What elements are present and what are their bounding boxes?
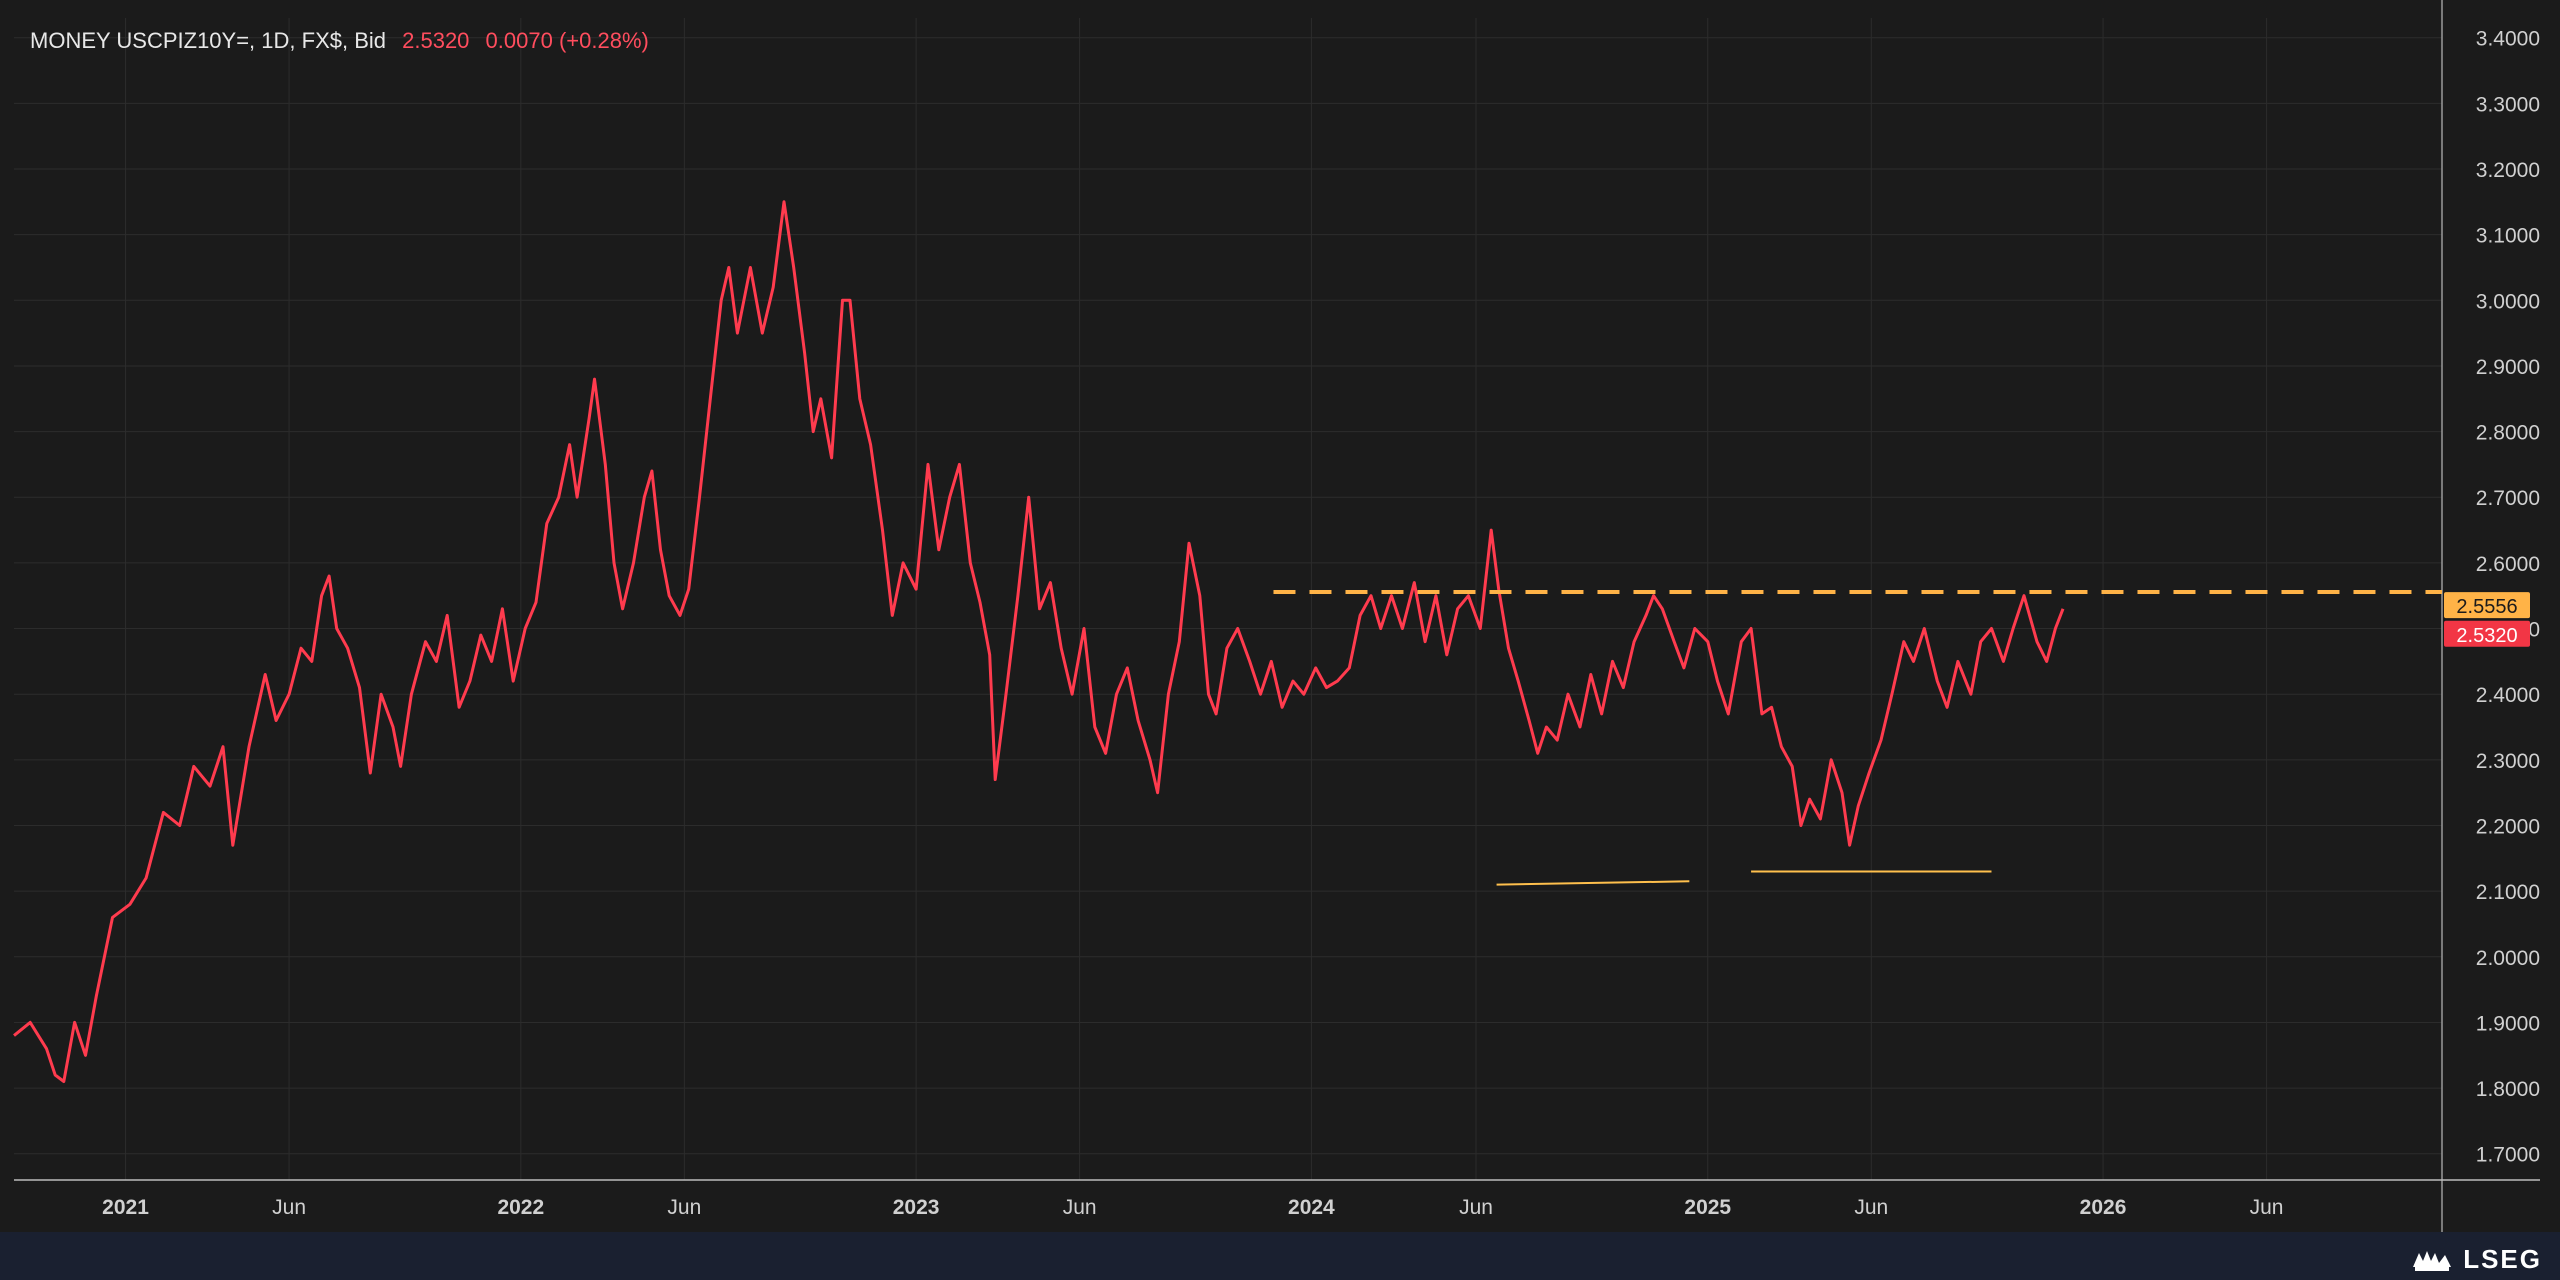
y-tick-label: 2.3000 <box>2476 750 2540 773</box>
grid <box>14 18 2442 1180</box>
y-tick-label: 2.0000 <box>2476 947 2540 970</box>
y-tick-label: 3.3000 <box>2476 93 2540 116</box>
brand-name: LSEG <box>2463 1244 2542 1274</box>
y-tick-label: 3.2000 <box>2476 159 2540 182</box>
y-tick-label: 1.8000 <box>2476 1078 2540 1101</box>
y-tick-label: 2.2000 <box>2476 815 2540 838</box>
y-tick-label: 3.1000 <box>2476 225 2540 248</box>
lseg-mark-icon <box>2413 1250 2452 1271</box>
x-tick-label: Jun <box>1854 1196 1888 1219</box>
bottom-bar <box>0 1232 2560 1280</box>
series-layer <box>13 200 2065 1083</box>
price-badges: 2.5556 2.5320 <box>2444 592 2530 647</box>
y-tick-label: 1.9000 <box>2476 1012 2540 1035</box>
price-change: 0.0070 (+0.28%) <box>485 28 649 53</box>
x-tick-label: 2024 <box>1288 1196 1335 1219</box>
x-tick-label: Jun <box>2250 1196 2284 1219</box>
last-price: 2.5320 <box>402 28 470 53</box>
x-tick-label: Jun <box>1063 1196 1097 1219</box>
annotations <box>1273 590 2442 886</box>
y-tick-label: 2.1000 <box>2476 881 2540 904</box>
y-tick-label: 2.4000 <box>2476 684 2540 707</box>
x-tick-label: 2022 <box>497 1196 544 1219</box>
x-tick-label: Jun <box>1459 1196 1493 1219</box>
x-tick-label: 2025 <box>1684 1196 1731 1219</box>
last-price-badge: 2.5320 <box>2456 625 2517 647</box>
price-series-line <box>13 200 2065 1083</box>
brand-logo: LSEG <box>2411 1244 2542 1275</box>
x-tick-label: 2021 <box>102 1196 149 1219</box>
level-badge: 2.5556 <box>2456 596 2517 618</box>
level-badge-bg <box>2444 592 2530 619</box>
chart-header: MONEY USCPIZ10Y=, 1D, FX$, Bid 2.5320 0.… <box>30 28 649 54</box>
y-tick-label: 2.9000 <box>2476 356 2540 379</box>
y-tick-label: 2.8000 <box>2476 422 2540 445</box>
support-line <box>1496 880 1690 886</box>
y-tick-label: 3.4000 <box>2476 28 2540 51</box>
y-tick-label: 2.7000 <box>2476 487 2540 510</box>
y-tick-label: 3.0000 <box>2476 290 2540 313</box>
axes: 1.7000 1.8000 1.9000 2.0000 2.1000 2.2000 2.30… <box>14 0 2540 1232</box>
x-tick-label: Jun <box>272 1196 306 1219</box>
y-tick-label: 1.7000 <box>2476 1144 2540 1167</box>
y-tick-label: 2.6000 <box>2476 553 2540 576</box>
x-tick-label: 2026 <box>2080 1196 2127 1219</box>
x-tick-label: Jun <box>667 1196 701 1219</box>
x-tick-label: 2023 <box>893 1196 940 1219</box>
symbol-label: MONEY USCPIZ10Y=, 1D, FX$, Bid <box>30 28 386 53</box>
last-price-badge-bg <box>2444 620 2530 647</box>
